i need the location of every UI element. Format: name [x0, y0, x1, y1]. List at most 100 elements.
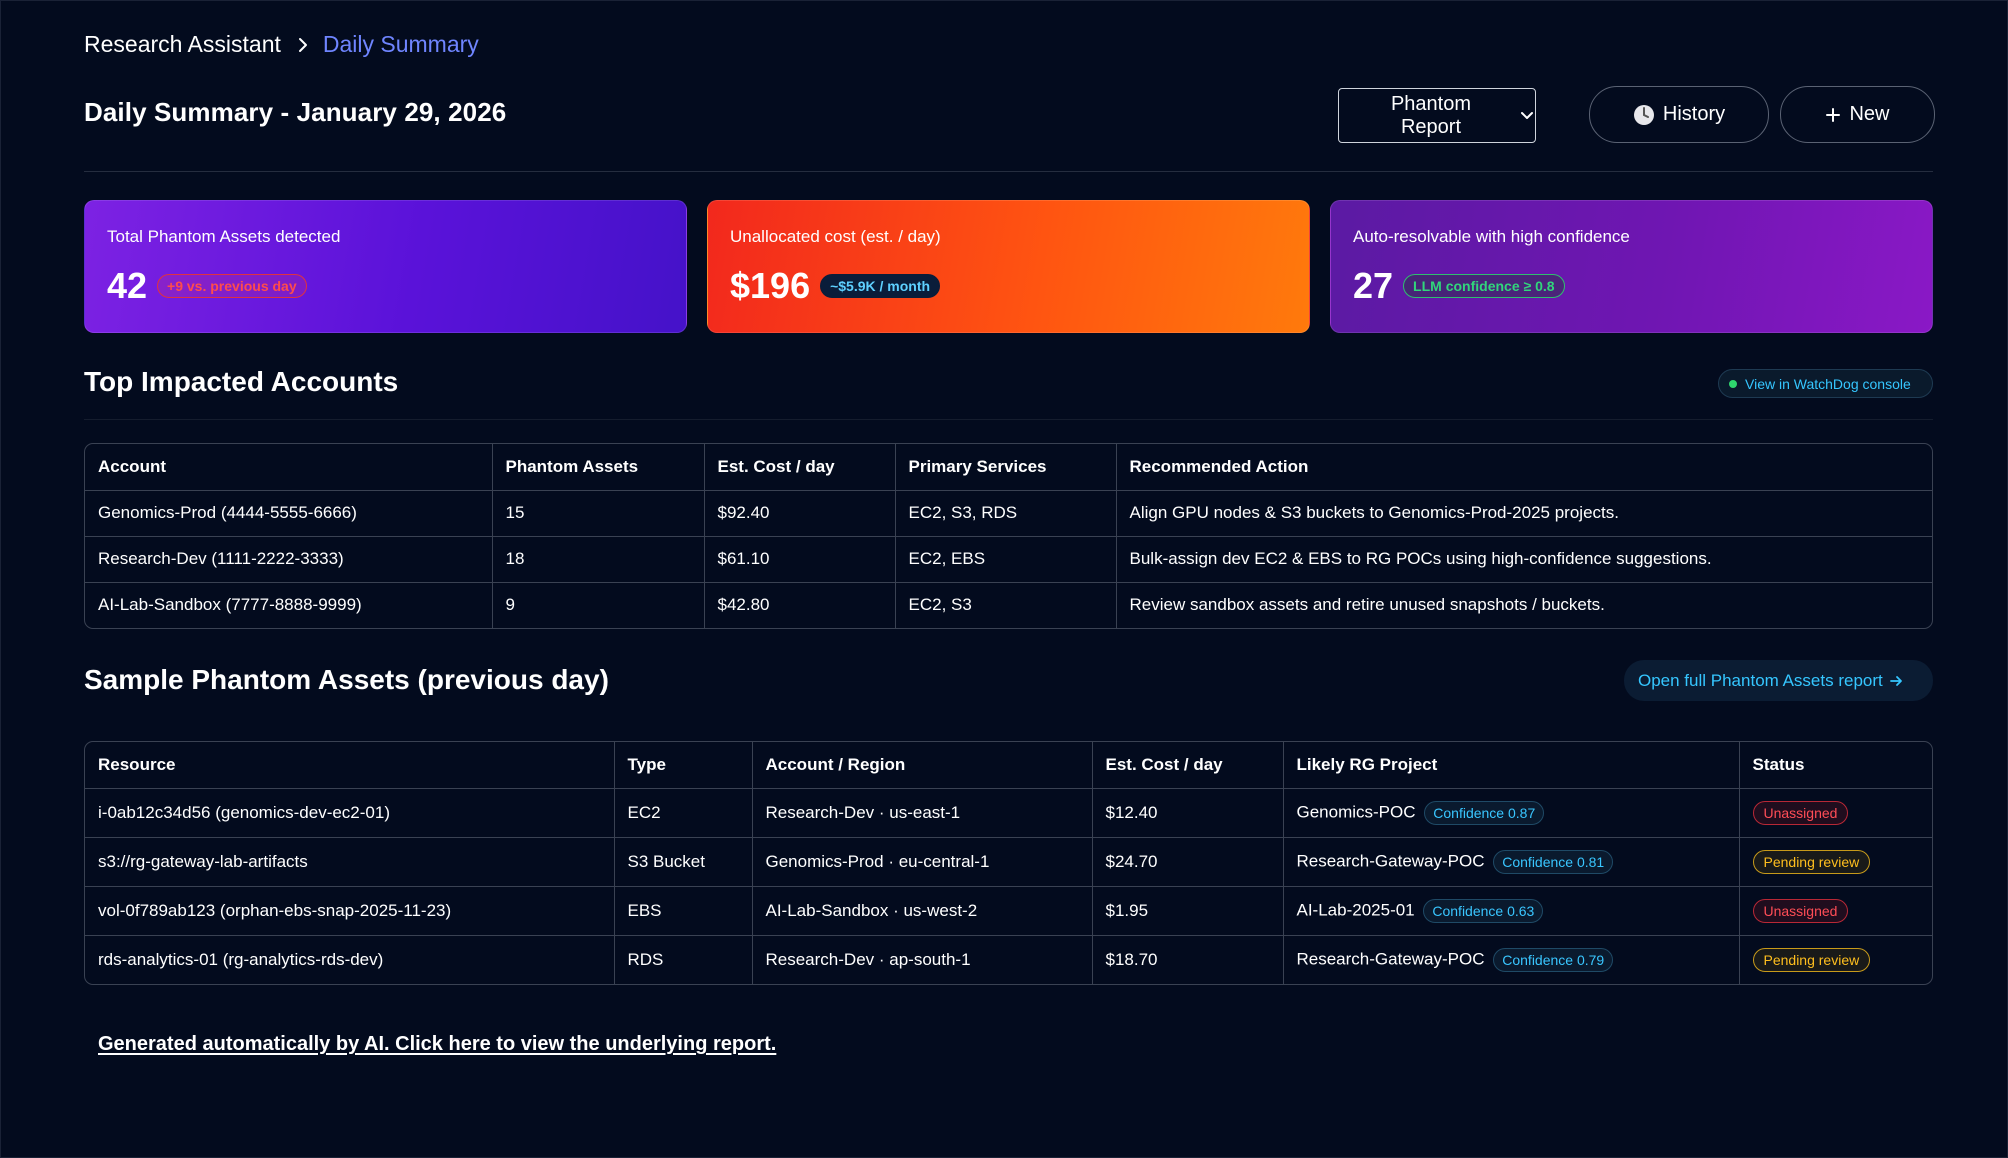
- project-cell: Research-Gateway-POC Confidence 0.81: [1283, 837, 1740, 887]
- column-header: Account / Region: [752, 742, 1093, 789]
- watchdog-console-label: View in WatchDog console: [1745, 375, 1911, 392]
- project-cell: Research-Gateway-POC Confidence 0.79: [1283, 935, 1740, 984]
- resource-cell: s3://rg-gateway-lab-artifacts: [85, 837, 615, 887]
- table-row[interactable]: rds-analytics-01 (rg-analytics-rds-dev) …: [85, 935, 1932, 984]
- status-badge[interactable]: Pending review: [1752, 849, 1871, 874]
- type-cell: EBS: [614, 886, 753, 936]
- stat-card-label: Unallocated cost (est. / day): [730, 227, 941, 246]
- column-header: Primary Services: [895, 444, 1117, 491]
- phantom-assets-table: Resource Type Account / Region Est. Cost…: [84, 741, 1933, 985]
- region-cell: AI-Lab-Sandbox · us-west-2: [752, 886, 1093, 936]
- action-cell: Bulk-assign dev EC2 & EBS to RG POCs usi…: [1116, 536, 1932, 583]
- status-cell: Pending review: [1739, 935, 1932, 984]
- type-cell: RDS: [614, 935, 753, 984]
- column-header: Type: [614, 742, 753, 789]
- table-row[interactable]: Genomics-Prod (4444-5555-6666) 15 $92.40…: [85, 490, 1932, 537]
- watchdog-console-link[interactable]: View in WatchDog console: [1718, 369, 1933, 398]
- phantom-count-cell: 18: [492, 536, 705, 583]
- status-badge[interactable]: Unassigned: [1752, 898, 1849, 923]
- status-badge[interactable]: Unassigned: [1752, 800, 1849, 825]
- status-dot-icon: [1729, 379, 1737, 388]
- stat-card-unallocated-cost: Unallocated cost (est. / day) $196 ~$5.9…: [707, 200, 1310, 333]
- project-cell: AI-Lab-2025-01 Confidence 0.63: [1283, 886, 1740, 936]
- cost-cell: $18.70: [1092, 935, 1284, 984]
- history-label: History: [1662, 103, 1726, 125]
- confidence-badge: Confidence 0.87: [1424, 800, 1545, 825]
- project-name: Research-Gateway-POC: [1296, 949, 1485, 969]
- column-header: Recommended Action: [1116, 444, 1932, 491]
- table-header-row: Resource Type Account / Region Est. Cost…: [85, 742, 1932, 789]
- table-row[interactable]: AI-Lab-Sandbox (7777-8888-9999) 9 $42.80…: [85, 582, 1932, 628]
- resource-cell: i-0ab12c34d56 (genomics-dev-ec2-01): [85, 788, 615, 838]
- status-cell: Unassigned: [1739, 788, 1932, 838]
- type-cell: S3 Bucket: [614, 837, 753, 887]
- report-type-value: Phantom Report: [1390, 92, 1472, 138]
- column-header: Status: [1739, 742, 1932, 789]
- stat-card-value: 27: [1353, 265, 1394, 306]
- section-title-assets: Sample Phantom Assets (previous day): [84, 664, 609, 695]
- phantom-count-cell: 9: [492, 582, 705, 628]
- history-button[interactable]: History: [1589, 86, 1769, 143]
- plus-icon: [1825, 107, 1841, 123]
- column-header: Likely RG Project: [1283, 742, 1740, 789]
- project-name: Research-Gateway-POC: [1296, 850, 1485, 870]
- table-row[interactable]: Research-Dev (1111-2222-3333) 18 $61.10 …: [85, 536, 1932, 583]
- project-name: AI-Lab-2025-01: [1296, 899, 1415, 919]
- stat-card-value: 42: [107, 265, 148, 306]
- account-cell: AI-Lab-Sandbox (7777-8888-9999): [85, 582, 493, 628]
- region-cell: Research-Dev · ap-south-1: [752, 935, 1093, 984]
- stat-card-confidence-badge: LLM confidence ≥ 0.8: [1403, 274, 1565, 298]
- project-name: Genomics-POC: [1296, 801, 1416, 821]
- action-cell: Review sandbox assets and retire unused …: [1129, 595, 1605, 615]
- table-row[interactable]: s3://rg-gateway-lab-artifacts S3 Bucket …: [85, 837, 1932, 887]
- confidence-badge: Confidence 0.79: [1493, 947, 1614, 972]
- stat-card-phantom-assets: Total Phantom Assets detected 42 +9 vs. …: [84, 200, 687, 333]
- page-header: Daily Summary - January 29, 2026 Phantom…: [84, 86, 1935, 146]
- resource-cell: rds-analytics-01 (rg-analytics-rds-dev): [85, 935, 615, 984]
- action-cell: Align GPU nodes & S3 buckets to Genomics…: [1116, 490, 1932, 537]
- accounts-table: Account Phantom Assets Est. Cost / day P…: [84, 443, 1933, 629]
- stat-card-value: $196: [730, 265, 811, 306]
- full-report-link[interactable]: Open full Phantom Assets report: [1624, 660, 1933, 701]
- services-cell: EC2, S3: [895, 582, 1117, 628]
- new-label: New: [1849, 103, 1890, 125]
- chevron-right-icon: [297, 37, 309, 53]
- status-cell: Unassigned: [1739, 886, 1932, 936]
- status-badge[interactable]: Pending review: [1752, 947, 1871, 972]
- confidence-badge: Confidence 0.63: [1423, 898, 1544, 923]
- underlying-report-link[interactable]: Generated automatically by AI. Click her…: [98, 1033, 777, 1055]
- services-cell: EC2, S3, RDS: [895, 490, 1117, 537]
- full-report-label: Open full Phantom Assets report: [1638, 670, 1883, 690]
- table-row[interactable]: vol-0f789ab123 (orphan-ebs-snap-2025-11-…: [85, 886, 1932, 936]
- column-header: Est. Cost / day: [704, 444, 896, 491]
- region-cell: Research-Dev · us-east-1: [752, 788, 1093, 838]
- breadcrumb-current[interactable]: Daily Summary: [322, 31, 479, 57]
- phantom-count-cell: 15: [492, 490, 705, 537]
- section-title-accounts: Top Impacted Accounts: [84, 366, 399, 397]
- column-header: Phantom Assets: [492, 444, 705, 491]
- new-button[interactable]: New: [1780, 86, 1935, 143]
- header-divider: [84, 171, 1933, 172]
- stat-cards: Total Phantom Assets detected 42 +9 vs. …: [84, 200, 1933, 333]
- status-cell: Pending review: [1739, 837, 1932, 887]
- type-cell: EC2: [614, 788, 753, 838]
- breadcrumb: Research Assistant Daily Summary: [84, 31, 479, 58]
- table-row[interactable]: i-0ab12c34d56 (genomics-dev-ec2-01) EC2 …: [85, 788, 1932, 838]
- stat-card-label: Auto-resolvable with high confidence: [1353, 227, 1630, 246]
- column-header: Account: [85, 444, 493, 491]
- chevron-down-icon: [1519, 110, 1535, 122]
- stat-card-auto-resolvable: Auto-resolvable with high confidence 27 …: [1330, 200, 1933, 333]
- resource-cell: vol-0f789ab123 (orphan-ebs-snap-2025-11-…: [85, 886, 615, 936]
- breadcrumb-root[interactable]: Research Assistant: [84, 31, 281, 57]
- stat-card-label: Total Phantom Assets detected: [107, 227, 341, 246]
- column-header: Resource: [85, 742, 615, 789]
- report-type-select[interactable]: Phantom Report: [1338, 88, 1536, 143]
- confidence-badge: Confidence 0.81: [1493, 849, 1614, 874]
- account-cell: Research-Dev (1111-2222-3333): [85, 536, 493, 583]
- column-header: Est. Cost / day: [1092, 742, 1284, 789]
- page-title: Daily Summary - January 29, 2026: [84, 97, 507, 127]
- cost-cell: $61.10: [704, 536, 896, 583]
- stat-card-monthly-badge: ~$5.9K / month: [820, 274, 941, 298]
- cost-cell: $12.40: [1092, 788, 1284, 838]
- table-header-row: Account Phantom Assets Est. Cost / day P…: [85, 444, 1932, 491]
